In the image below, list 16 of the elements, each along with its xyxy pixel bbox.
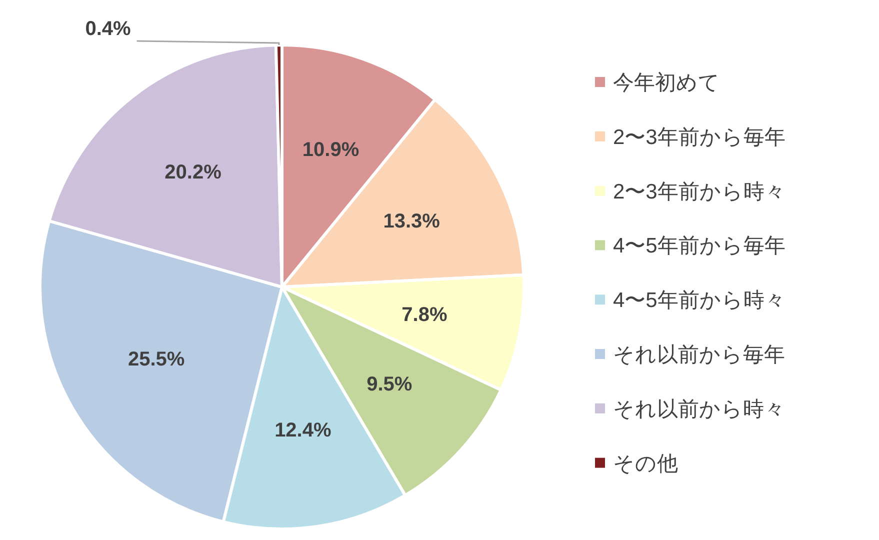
data-label: 25.5% bbox=[128, 348, 185, 371]
data-label: 0.4% bbox=[85, 18, 132, 40]
legend-label: それ以前から時々 bbox=[613, 398, 785, 421]
legend-label: 今年初めて bbox=[613, 72, 720, 94]
legend-label: 2〜3年前から時々 bbox=[613, 180, 786, 204]
data-label: 9.5% bbox=[366, 374, 412, 396]
legend-label: 4〜5年前から毎年 bbox=[613, 234, 786, 258]
legend-label: それ以前から毎年 bbox=[613, 344, 785, 366]
legend-label: 4〜5年前から時々 bbox=[613, 289, 786, 312]
data-label: 7.8% bbox=[402, 304, 448, 326]
data-label: 20.2% bbox=[164, 161, 222, 184]
data-label: 10.9% bbox=[302, 139, 360, 162]
legend-label: その他 bbox=[613, 452, 678, 476]
data-label: 12.4% bbox=[274, 420, 332, 442]
legend-label: 2〜3年前から毎年 bbox=[613, 126, 786, 149]
data-label: 13.3% bbox=[383, 210, 440, 232]
